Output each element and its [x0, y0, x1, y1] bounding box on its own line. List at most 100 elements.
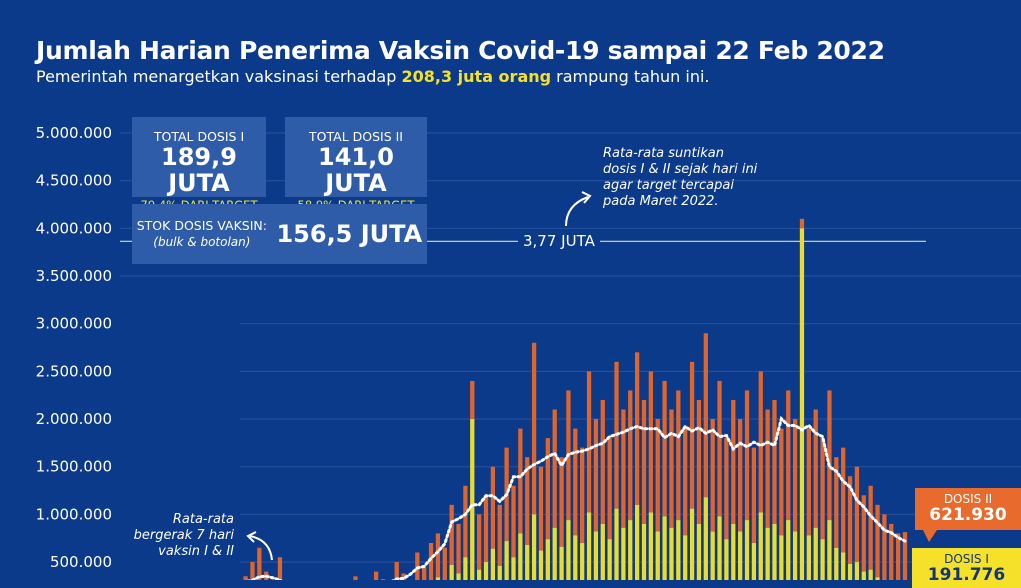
stat-value: 141,0 JUTA — [318, 143, 394, 197]
y-tick-label: 4.500.000 — [36, 172, 112, 190]
y-tick-label: 2.000.000 — [36, 410, 112, 428]
bar-dosis-1 — [655, 531, 660, 580]
bar-dosis-2 — [765, 409, 770, 528]
bar-dosis-2 — [250, 562, 255, 580]
note-line: bergerak 7 hari — [133, 528, 234, 543]
bar-dosis-2 — [813, 409, 818, 528]
y-tick-label: 500.000 — [50, 553, 112, 571]
bar-dosis-1 — [676, 520, 681, 580]
bar-dosis-1 — [731, 523, 736, 580]
bar-dosis-1 — [559, 546, 564, 580]
stat-total-dosis-2: TOTAL DOSIS II 141,0 JUTA 58,9% DARI TAR… — [285, 117, 427, 212]
bar-dosis-1 — [806, 535, 811, 580]
y-tick-label: 4.000.000 — [36, 219, 112, 237]
bar-dosis-2 — [683, 428, 688, 536]
bar-dosis-2 — [861, 495, 866, 572]
bar-dosis-2 — [628, 390, 633, 521]
stat-label: TOTAL DOSIS I — [153, 129, 245, 144]
bar-dosis-2 — [449, 504, 454, 565]
bar-dosis-2 — [511, 485, 516, 558]
bar-dosis-1 — [497, 565, 502, 580]
bar-dosis-2 — [779, 428, 784, 536]
bar-dosis-2 — [786, 390, 791, 521]
bar-dosis-2 — [545, 438, 550, 540]
bar-dosis-2 — [600, 399, 605, 524]
bar-dosis-2 — [442, 547, 447, 580]
bar-dosis-1 — [552, 527, 557, 580]
bar-dosis-2 — [696, 399, 702, 524]
bar-dosis-2 — [641, 399, 647, 524]
target-note: Rata-rata suntikan dosis I & II sejak ha… — [603, 146, 757, 210]
bar-dosis-2 — [731, 399, 736, 524]
stat-label: TOTAL DOSIS II — [309, 129, 403, 144]
bar-dosis-1 — [868, 569, 873, 580]
bar-dosis-2 — [744, 390, 750, 521]
bar-dosis-1 — [573, 535, 578, 580]
y-tick-label: 1.500.000 — [36, 458, 112, 476]
y-tick-label: 1.000.000 — [36, 505, 112, 523]
bar-dosis-1 — [456, 573, 461, 580]
chart-subtitle: Pemerintah menargetkan vaksinasi terhada… — [36, 67, 710, 86]
bar-dosis-1 — [525, 544, 530, 580]
bar-dosis-2 — [820, 438, 825, 540]
bar-dosis-2 — [738, 419, 743, 532]
stat-sublabel: (bulk & botolan) — [153, 235, 251, 249]
bar-dosis-2 — [799, 218, 805, 229]
bar-dosis-2 — [580, 447, 585, 543]
bar-dosis-1 — [738, 531, 743, 580]
bar-dosis-1 — [600, 523, 605, 580]
bar-dosis-1 — [751, 542, 757, 580]
bar-dosis-1 — [683, 535, 688, 580]
bar-dosis-2 — [724, 438, 729, 540]
bar-dosis-1 — [861, 571, 866, 580]
note-line: Rata-rata — [172, 512, 234, 527]
callout-label: DOSIS II — [943, 492, 993, 506]
arrow-icon — [249, 535, 273, 561]
bar-dosis-2 — [373, 571, 379, 580]
bar-dosis-1 — [813, 527, 818, 580]
bar-dosis-1 — [593, 531, 599, 580]
bar-dosis-2 — [463, 485, 468, 558]
bar-dosis-2 — [573, 428, 578, 536]
callout-label: DOSIS I — [944, 552, 989, 566]
bar-dosis-2 — [841, 447, 846, 553]
bar-dosis-1 — [504, 541, 509, 580]
bar-dosis-2 — [875, 504, 880, 578]
bar-dosis-2 — [428, 542, 434, 580]
bar-dosis-1 — [580, 542, 585, 580]
bar-dosis-2 — [868, 485, 873, 570]
bar-dosis-1 — [772, 523, 777, 580]
arrowhead-icon — [246, 531, 257, 543]
bar-dosis-2 — [689, 361, 695, 509]
bar-dosis-1 — [531, 514, 537, 580]
bar-dosis-1 — [854, 562, 860, 580]
bar-dosis-2 — [710, 419, 715, 532]
bar-dosis-2 — [751, 447, 757, 543]
bar-dosis-2 — [477, 514, 482, 570]
callout-value: 191.776 — [927, 565, 1006, 585]
bar-dosis-2 — [676, 390, 681, 521]
bar-dosis-2 — [538, 466, 544, 551]
bar-dosis-1 — [621, 527, 626, 580]
bar-dosis-1 — [648, 512, 653, 580]
note-line: dosis I & II sejak hari ini — [603, 162, 758, 177]
bar-dosis-1 — [511, 557, 516, 580]
bar-dosis-1 — [786, 520, 791, 580]
target-line-label: 3,77 JUTA — [518, 232, 600, 250]
bar-dosis-2 — [353, 576, 358, 580]
bar-dosis-2 — [277, 557, 283, 580]
bar-dosis-2 — [717, 380, 722, 517]
note-line: pada Maret 2022. — [603, 194, 719, 209]
bar-dosis-1 — [477, 569, 482, 580]
bar-dosis-1 — [662, 516, 667, 580]
y-tick-label: 5.000.000 — [36, 124, 112, 142]
bar-dosis-1 — [689, 508, 695, 580]
bar-dosis-2 — [422, 566, 427, 580]
bar-dosis-1 — [628, 520, 633, 580]
bar-dosis-2 — [490, 466, 496, 549]
bar-dosis-1 — [799, 228, 805, 580]
bar-dosis-2 — [257, 547, 262, 580]
y-tick-label: 3.500.000 — [36, 267, 112, 285]
stat-value: 189,9 JUTA — [161, 143, 237, 197]
